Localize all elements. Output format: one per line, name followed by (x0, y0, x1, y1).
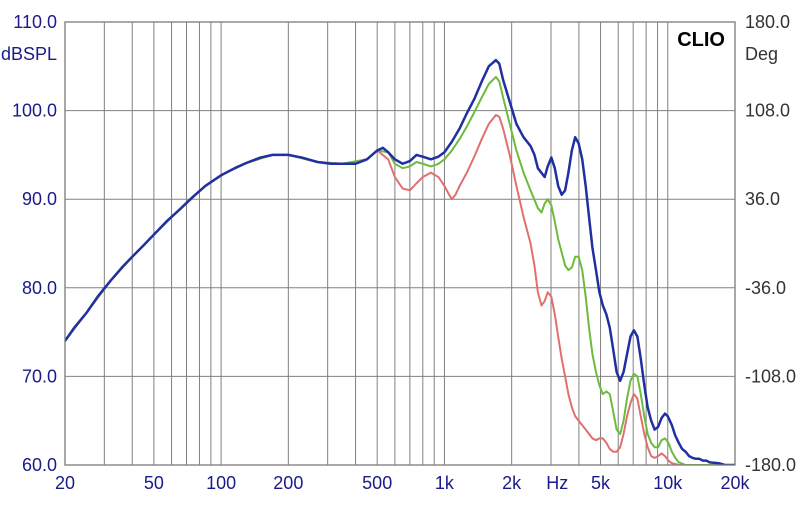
x-tick-label: 20k (720, 473, 750, 493)
x-tick-label: 1k (435, 473, 455, 493)
x-tick-label: 2k (502, 473, 522, 493)
chart-svg: 60.0 70.0 80.0 90.0 100.0 110.0 dBSPL -180.0 -10… (0, 0, 800, 511)
y-left-tick-label: 80.0 (22, 278, 57, 298)
brand-label: CLIO (677, 29, 725, 51)
y-left-tick-label: 110.0 (13, 12, 57, 32)
y-left-tick-label: 90.0 (22, 189, 57, 209)
x-tick-label: 10k (653, 473, 683, 493)
y-left-unit-label: dBSPL (1, 44, 57, 64)
y-right-tick-label: -108.0 (745, 366, 796, 386)
frequency-response-chart: 60.0 70.0 80.0 90.0 100.0 110.0 dBSPL -180.0 -10… (0, 0, 800, 511)
y-left-tick-label: 60.0 (22, 455, 57, 475)
x-unit-label: Hz (546, 473, 568, 493)
y-right-tick-label: -36.0 (745, 278, 786, 298)
x-tick-label: 500 (362, 473, 392, 493)
x-tick-label: 100 (206, 473, 236, 493)
y-left-tick-label: 70.0 (22, 366, 57, 386)
y-right-tick-label: 36.0 (745, 189, 780, 209)
x-tick-label: 5k (591, 473, 611, 493)
x-tick-label: 200 (273, 473, 303, 493)
y-left-tick-label: 100.0 (12, 101, 57, 121)
y-right-unit-label: Deg (745, 44, 778, 64)
y-right-tick-label: 180.0 (745, 12, 790, 32)
x-tick-label: 50 (144, 473, 164, 493)
y-right-tick-label: -180.0 (745, 455, 796, 475)
y-right-tick-label: 108.0 (745, 101, 790, 121)
plot-border (65, 22, 735, 465)
x-tick-label: 20 (55, 473, 75, 493)
